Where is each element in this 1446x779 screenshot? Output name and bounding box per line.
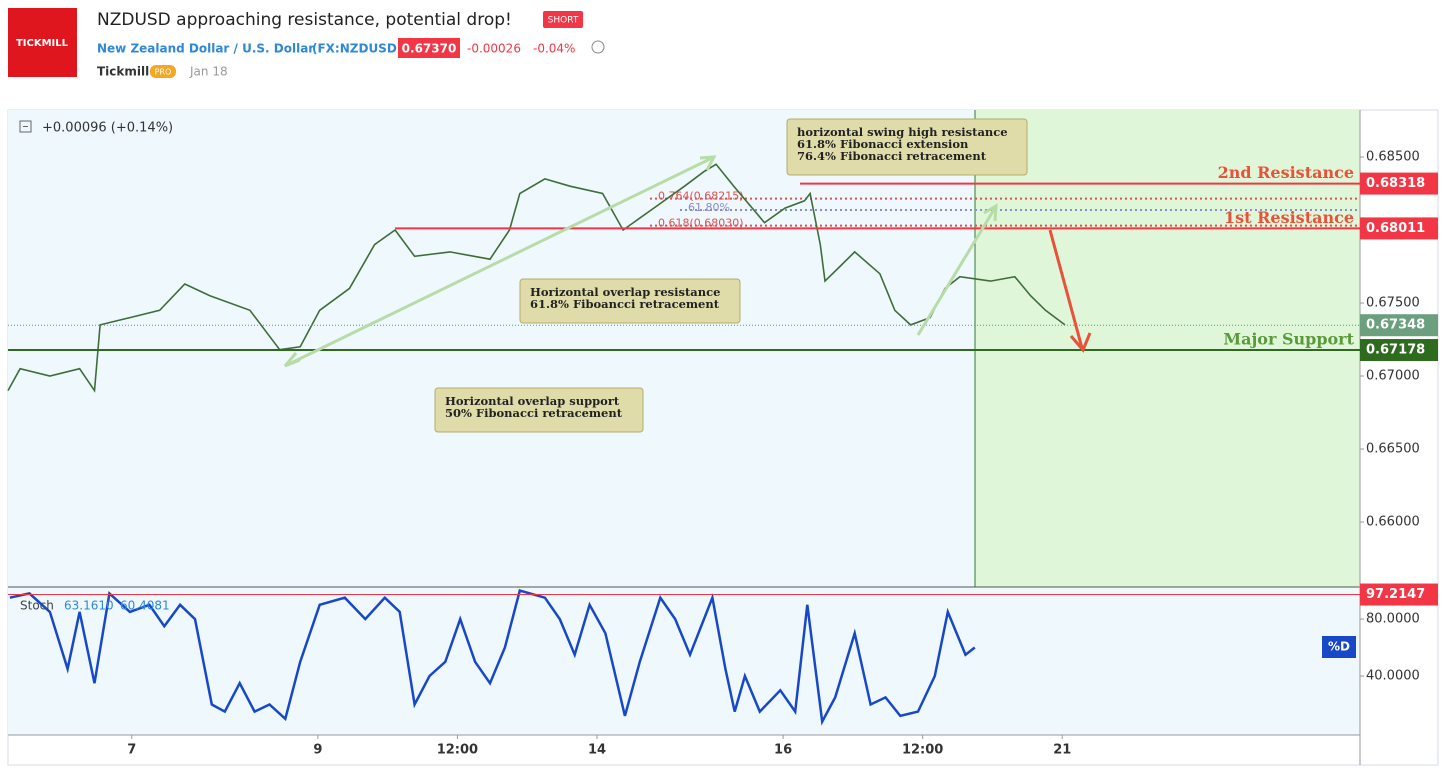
symbol[interactable]: (FX:NZDUSD) [312, 42, 402, 56]
fib-label: 0.618(0.68030) [658, 217, 744, 230]
badge-text: SHORT [548, 16, 579, 26]
arrow-down [1048, 229, 1084, 349]
y-tick-label: 0.67500 [1366, 296, 1420, 311]
x-tick-label: 12:00 [437, 743, 478, 758]
annotation-box [434, 387, 644, 433]
annotation-text: 76.4% Fibonacci retracement [797, 149, 987, 163]
x-tick-label: 14 [588, 743, 606, 758]
legend-entry: %D [1328, 640, 1350, 654]
stoch-readout: 63.1610 [64, 599, 114, 613]
x-tick-label: 12:00 [902, 743, 943, 758]
annotation-text: Horizontal overlap resistance [530, 285, 720, 299]
legend-box [1322, 636, 1356, 658]
date: Jan 18 [189, 65, 228, 79]
collapse-icon[interactable] [19, 120, 32, 133]
annotation-box [786, 118, 1028, 176]
level-tag [1360, 339, 1438, 362]
level-name: Major Support [1223, 330, 1354, 349]
series-line [9, 589, 976, 726]
change-readout: +0.00096 (+0.14%) [42, 121, 173, 136]
fib-label: 61.80% [688, 201, 730, 214]
arrow-head [283, 352, 301, 368]
pro-badge [150, 65, 176, 78]
pro-text: PRO [155, 68, 172, 77]
fib-label: 0.764(0.68215) [658, 190, 744, 203]
change-pct: -0.04% [533, 42, 575, 56]
level-tag [1360, 217, 1438, 240]
annotation-text: Horizontal overlap support [445, 394, 620, 408]
price: 0.67370 [402, 42, 457, 56]
arrow-up [916, 207, 997, 336]
logo-text: TICKMILL [16, 38, 69, 49]
level-tag [1360, 583, 1438, 606]
author[interactable]: Tickmill [97, 65, 149, 79]
level-tag-label: 97.2147 [1366, 587, 1425, 602]
y-tick-label: 40.0000 [1366, 669, 1420, 684]
y-tick-label: 0.66500 [1366, 442, 1420, 457]
level-tag [1360, 314, 1438, 337]
y-tick-label: 80.0000 [1366, 612, 1420, 627]
annotation-text: 61.8% Fibonacci extension [797, 137, 969, 151]
alarm-icon[interactable] [591, 40, 605, 54]
x-tick-label: 16 [774, 743, 792, 758]
x-tick-label: 9 [313, 743, 322, 758]
level-name: 1st Resistance [1224, 208, 1354, 227]
arrows [283, 155, 1092, 368]
stoch-title: Stoch [20, 599, 54, 613]
annotation-text: 61.8% Fiboancci retracement [530, 297, 720, 311]
arrow-head [1069, 332, 1092, 353]
annotation-box [519, 278, 741, 324]
level-name: 2nd Resistance [1218, 163, 1354, 182]
idea-title: NZDUSD approaching resistance, potential… [97, 10, 512, 30]
level-tag-label: 0.68318 [1366, 176, 1425, 191]
arrow-up [286, 156, 713, 367]
symbol-name[interactable]: New Zealand Dollar / U.S. Dollar [97, 42, 314, 56]
price-box [398, 38, 460, 58]
level-tag [1360, 172, 1438, 195]
level-tag-label: 0.67178 [1366, 343, 1425, 358]
level-tag-label: 0.67348 [1366, 318, 1425, 333]
logo [8, 8, 77, 77]
x-tick-label: 21 [1053, 743, 1071, 758]
badge [543, 11, 583, 28]
annotation-text: horizontal swing high resistance [797, 125, 1008, 139]
series-line [7, 163, 1066, 393]
arrow-head [699, 155, 717, 171]
change: -0.00026 [467, 42, 521, 56]
annotation-text: 50% Fibonacci retracement [445, 406, 623, 420]
y-tick-label: 0.67000 [1366, 369, 1420, 384]
arrow-head [983, 203, 998, 222]
x-tick-label: 7 [127, 743, 136, 758]
y-tick-label: 0.68500 [1366, 150, 1420, 165]
projection-zone [975, 110, 1360, 587]
y-tick-label: 0.66000 [1366, 515, 1420, 530]
level-tag-label: 0.68011 [1366, 221, 1425, 236]
stoch-readout: 60.4081 [120, 599, 170, 613]
